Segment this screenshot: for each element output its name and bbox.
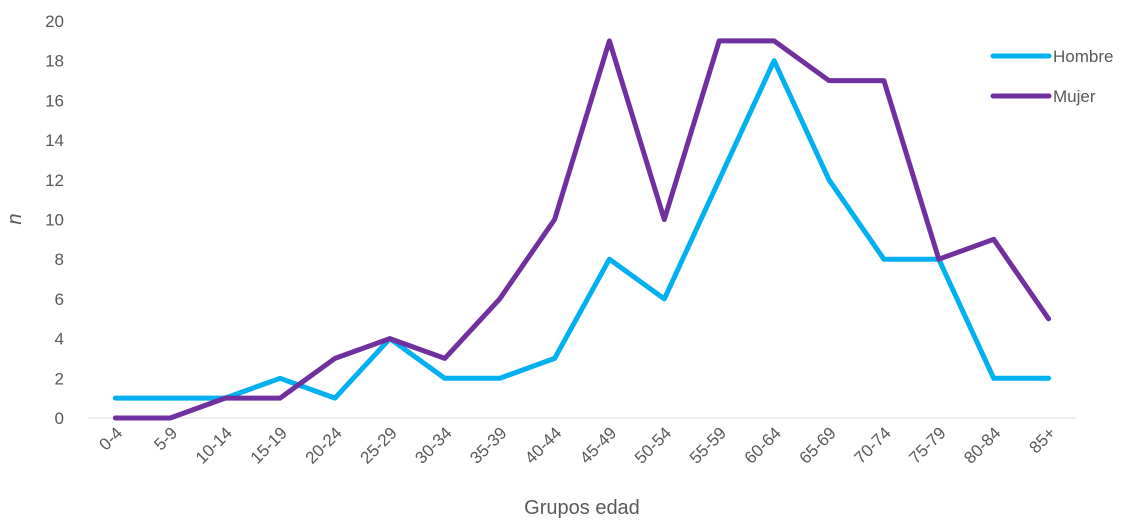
x-tick-label: 25-29 xyxy=(357,423,401,467)
y-tick-label: 0 xyxy=(55,409,64,428)
x-tick-label: 60-64 xyxy=(741,423,785,467)
x-tick-label: 75-79 xyxy=(905,423,949,467)
x-tick-label: 0-4 xyxy=(95,423,126,454)
x-tick-label: 85+ xyxy=(1026,423,1060,457)
y-tick-label: 18 xyxy=(45,52,64,71)
y-tick-label: 16 xyxy=(45,91,64,110)
x-tick-label: 80-84 xyxy=(960,423,1004,467)
x-tick-label: 15-19 xyxy=(247,423,291,467)
legend-label-hombre: Hombre xyxy=(1053,47,1113,66)
x-tick-label: 5-9 xyxy=(150,423,181,454)
y-tick-label: 8 xyxy=(55,250,64,269)
x-tick-label: 20-24 xyxy=(302,423,346,467)
series-line-hombre xyxy=(112,58,1052,401)
series-line-mujer xyxy=(112,38,1052,421)
x-tick-label: 35-39 xyxy=(466,423,510,467)
x-axis-ticks: 0-4 5-9 10-14 15-19 20-24 25-29 30-34 35-39 40-4… xyxy=(95,423,1059,467)
x-tick-label: 40-44 xyxy=(521,423,565,467)
y-tick-label: 2 xyxy=(55,369,64,388)
x-tick-label: 55-59 xyxy=(686,423,730,467)
legend-label-mujer: Mujer xyxy=(1053,87,1096,106)
y-tick-label: 12 xyxy=(45,171,64,190)
y-tick-label: 20 xyxy=(45,12,64,31)
x-tick-label: 30-34 xyxy=(411,423,455,467)
x-tick-label: 10-14 xyxy=(192,423,236,467)
y-tick-label: 10 xyxy=(45,211,64,230)
y-tick-label: 6 xyxy=(55,290,64,309)
x-tick-label: 50-54 xyxy=(631,423,675,467)
y-axis-title: n xyxy=(4,213,26,224)
x-axis-title: Grupos edad xyxy=(524,497,640,519)
y-tick-label: 4 xyxy=(55,330,64,349)
legend: Hombre Mujer xyxy=(990,47,1113,106)
y-tick-label: 14 xyxy=(45,131,64,150)
x-tick-label: 65-69 xyxy=(796,423,840,467)
x-tick-label: 70-74 xyxy=(851,423,895,467)
series-lines xyxy=(112,38,1052,421)
y-axis-ticks: 0 2 4 6 8 10 12 14 16 18 20 xyxy=(45,12,64,428)
x-tick-label: 45-49 xyxy=(576,423,620,467)
